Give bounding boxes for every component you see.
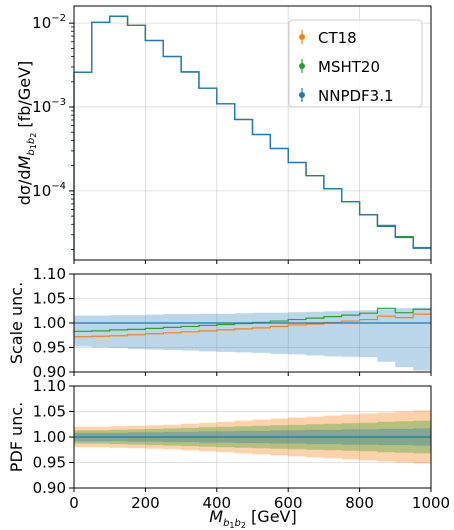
ytick-label: 1.05	[33, 403, 66, 421]
pdf-yticks: 0.90 0.95 1.00 1.05 1.10	[33, 377, 74, 497]
legend-marker-dot	[299, 63, 305, 69]
xtick-label: 200	[131, 494, 160, 512]
main-ytick-label: 10−4	[32, 181, 66, 200]
scale-ylabel: Scale unc.	[7, 282, 26, 364]
ytick-label: 1.10	[33, 377, 66, 395]
legend-label: CT18	[318, 29, 357, 47]
scale-series	[74, 307, 431, 338]
scale-panel: 0.90 0.95 1.00 1.05 1.10 Scale unc.	[7, 265, 432, 381]
legend-marker-dot	[299, 92, 305, 98]
legend-frame	[288, 19, 423, 108]
pdf-ylabel: PDF unc.	[7, 402, 26, 472]
ytick-label: 0.95	[33, 454, 66, 472]
xtick-label: 600	[274, 494, 303, 512]
legend-items: CT18 MSHT20 NNPDF3.1	[299, 29, 394, 105]
ytick-label: 0.90	[33, 363, 66, 381]
main-series-nnpdf31	[74, 15, 431, 249]
legend-marker-dot	[299, 34, 305, 40]
main-xticks	[73, 260, 432, 264]
legend-label: NNPDF3.1	[318, 87, 394, 105]
xtick-label: 400	[202, 494, 231, 512]
scale-yticks: 0.90 0.95 1.00 1.05 1.10	[33, 265, 74, 381]
legend-label: MSHT20	[318, 58, 380, 76]
main-ylabel: dσ/dMb1b2 [fb/GeV]	[15, 61, 38, 206]
main-panel: 10−2 10−3 10−4 dσ/dMb1b2 [fb/GeV] CT18 MSHT…	[15, 5, 432, 264]
main-series	[73, 15, 431, 260]
ytick-label: 1.00	[33, 314, 66, 332]
ytick-label: 1.10	[33, 265, 66, 283]
ytick-label: 1.05	[33, 290, 66, 308]
main-yticks: 10−2 10−3 10−4	[32, 13, 74, 250]
main-frame	[73, 5, 432, 261]
xtick-label: 0	[69, 494, 79, 512]
xtick-label: 1000	[412, 494, 450, 512]
scale-xticks	[73, 372, 432, 376]
xtick-label: 800	[345, 494, 374, 512]
legend: CT18 MSHT20 NNPDF3.1	[288, 19, 423, 108]
ytick-label: 1.00	[33, 428, 66, 446]
scale-series-ct18	[74, 313, 431, 338]
pdf-panel: 0.90 0.95 1.00 1.05 1.10 0 200 400 600 800 1000 P…	[7, 377, 450, 530]
main-ytick-label: 10−2	[32, 13, 66, 32]
x-axis-label: Mb1b2 [GeV]	[209, 507, 296, 530]
pdf-xticks: 0 200 400 600 800 1000	[69, 488, 450, 512]
ytick-label: 0.95	[33, 339, 66, 357]
main-ytick-label: 10−3	[32, 97, 66, 116]
ytick-label: 0.90	[33, 479, 66, 497]
